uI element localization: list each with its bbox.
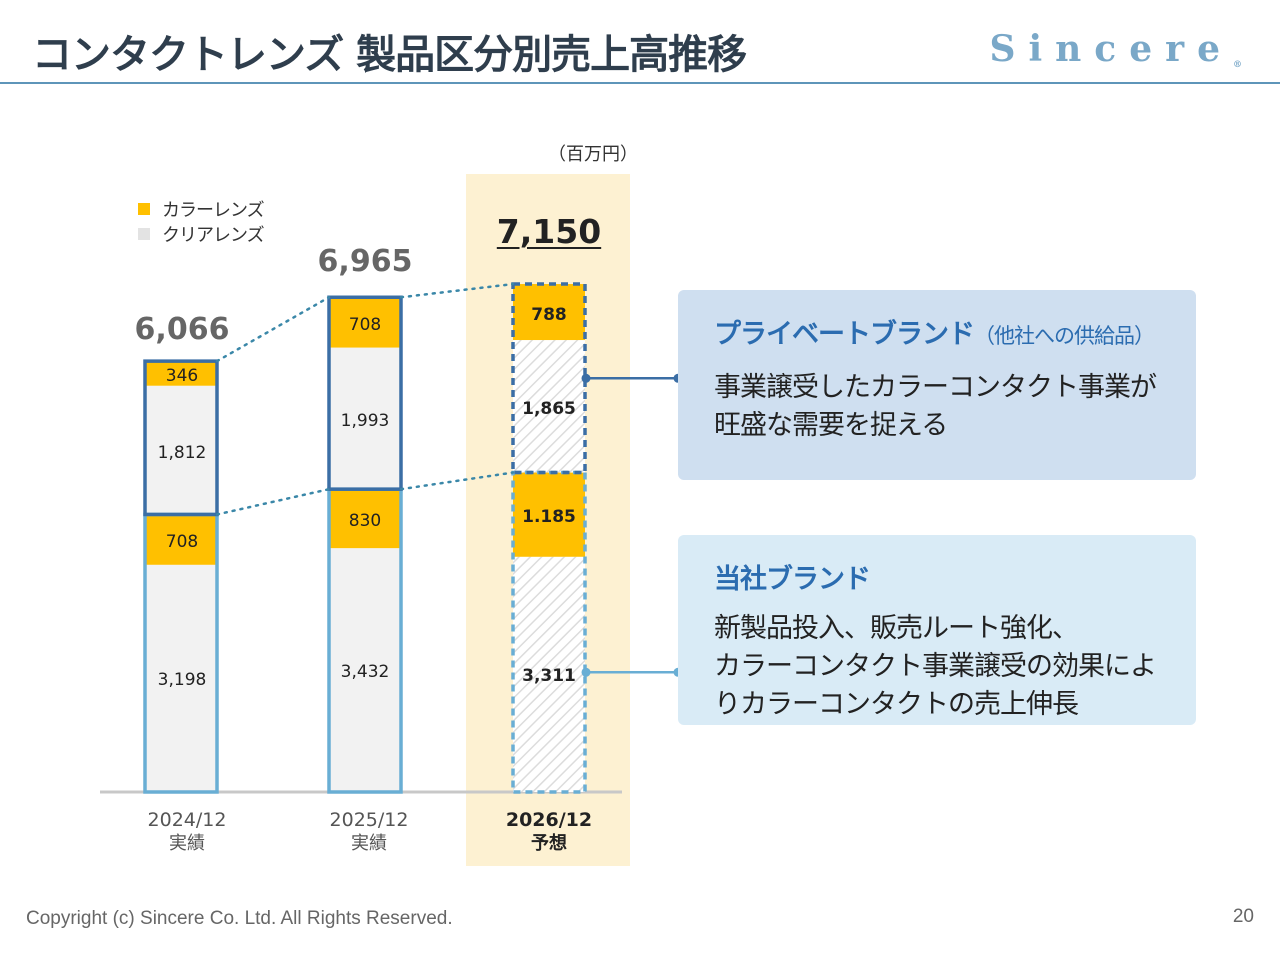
- x-label-2025: 2025/12 実績: [299, 808, 439, 856]
- x-label-2025-year: 2025/12: [329, 809, 409, 831]
- seg-label-2026-own-clear: 3,311: [522, 666, 576, 686]
- connector-own-2024-2025: [215, 487, 331, 516]
- chart-legend: カラーレンズ クリアレンズ: [138, 196, 265, 246]
- private-brand-box: プライベートブランド（他社への供給品） 事業譲受したカラーコンタクト事業が 旺盛…: [678, 290, 1196, 480]
- private-brand-line-2: 旺盛な需要を捉える: [714, 410, 948, 441]
- own-brand-title: 当社ブランド: [714, 564, 871, 595]
- logo-text: Sincere: [989, 28, 1233, 70]
- bar-2025-own-color: [329, 489, 401, 549]
- legend-swatch-color-lens: [138, 202, 150, 215]
- private-brand-heading: プライベートブランド（他社への供給品）: [714, 312, 1160, 351]
- bar-2024-pb-color: [145, 361, 217, 386]
- callout-dot-private-brand-start: [581, 373, 591, 383]
- seg-label-2026-pb-color: 788: [531, 305, 567, 325]
- logo-registered-mark: ®: [1233, 60, 1242, 70]
- page-number: 20: [1232, 906, 1254, 927]
- x-label-2024: 2024/12 実績: [117, 808, 257, 856]
- bar-2024-pb-clear: [145, 385, 217, 515]
- seg-label-2026-pb-clear: 1,865: [522, 399, 576, 419]
- bar-outline-2026-own: [511, 470, 587, 794]
- bar-2026-own-color: [513, 472, 585, 557]
- seg-label-2024-own-color: 708: [165, 532, 199, 552]
- bar-2026-own-clear: [513, 556, 585, 792]
- connector-own-2025-2026: [399, 471, 515, 491]
- bar-outline-2025-pb: [327, 295, 403, 491]
- bar-2024-own-color: [145, 514, 217, 565]
- connector-total-2025-2026: [399, 282, 515, 299]
- page-title: コンタクトレンズ 製品区分別売上高推移: [32, 32, 747, 78]
- x-label-2024-sub: 実績: [169, 833, 205, 854]
- seg-label-2025-own-color: 830: [348, 511, 382, 531]
- legend-item-clear-lens: クリアレンズ: [138, 221, 265, 246]
- total-label-2026: 7,150: [496, 212, 602, 251]
- x-label-2026-year: 2026/12: [505, 809, 593, 831]
- x-label-2024-year: 2024/12: [147, 809, 227, 831]
- bar-2025-pb-color: [329, 297, 401, 348]
- private-brand-note: （他社への供給品）: [974, 324, 1155, 348]
- unit-label: （百万円）: [548, 144, 638, 165]
- private-brand-text: 事業譲受したカラーコンタクト事業が 旺盛な需要を捉える: [714, 369, 1160, 445]
- connector-total-2024-2025: [215, 296, 331, 363]
- private-brand-title: プライベートブランド: [714, 319, 975, 350]
- seg-label-2024-pb-clear: 1,812: [157, 443, 207, 463]
- bar-2026-pb-clear: [513, 340, 585, 473]
- sincere-logo: Sincere®: [989, 28, 1242, 70]
- legend-item-color-lens: カラーレンズ: [138, 196, 265, 221]
- total-label-2024: 6,066: [134, 312, 230, 347]
- own-brand-line-2: カラーコンタクト事業譲受の効果によ: [714, 651, 1157, 682]
- x-label-2026: 2026/12 予想: [479, 808, 619, 856]
- seg-label-2025-pb-clear: 1,993: [340, 411, 390, 431]
- seg-label-2025-own-clear: 3,432: [340, 662, 390, 682]
- own-brand-text: 新製品投入、販売ルート強化、 カラーコンタクト事業譲受の効果によ りカラーコンタ…: [714, 610, 1160, 724]
- legend-label-color-lens: カラーレンズ: [162, 199, 265, 221]
- seg-label-2024-pb-color: 346: [165, 366, 199, 386]
- bar-2024-own-clear: [145, 564, 217, 792]
- x-label-2025-sub: 実績: [351, 833, 387, 854]
- seg-label-2024-own-clear: 3,198: [157, 670, 207, 690]
- own-brand-box: 当社ブランド 新製品投入、販売ルート強化、 カラーコンタクト事業譲受の効果によ …: [678, 535, 1196, 725]
- seg-label-2025-pb-color: 708: [348, 315, 382, 335]
- bar-outline-2024-pb: [143, 359, 219, 517]
- copyright-text: Copyright (c) Sincere Co. Ltd. All Right…: [26, 908, 453, 929]
- header-divider: [0, 82, 1280, 84]
- bar-outline-2026-pb: [511, 282, 587, 475]
- total-label-2025: 6,965: [317, 244, 413, 279]
- bar-2025-own-clear: [329, 548, 401, 792]
- own-brand-line-1: 新製品投入、販売ルート強化、: [714, 613, 1079, 644]
- seg-label-2026-own-color: 1.185: [522, 507, 576, 527]
- x-label-2026-sub: 予想: [531, 833, 567, 854]
- callout-dot-own-brand-start: [581, 667, 591, 677]
- bar-2026-pb-color: [513, 284, 585, 341]
- legend-swatch-clear-lens: [138, 227, 150, 240]
- legend-label-clear-lens: クリアレンズ: [162, 224, 265, 246]
- bar-2025-pb-clear: [329, 347, 401, 490]
- own-brand-line-3: りカラーコンタクトの売上伸長: [714, 689, 1079, 720]
- private-brand-line-1: 事業譲受したカラーコンタクト事業が: [714, 372, 1157, 403]
